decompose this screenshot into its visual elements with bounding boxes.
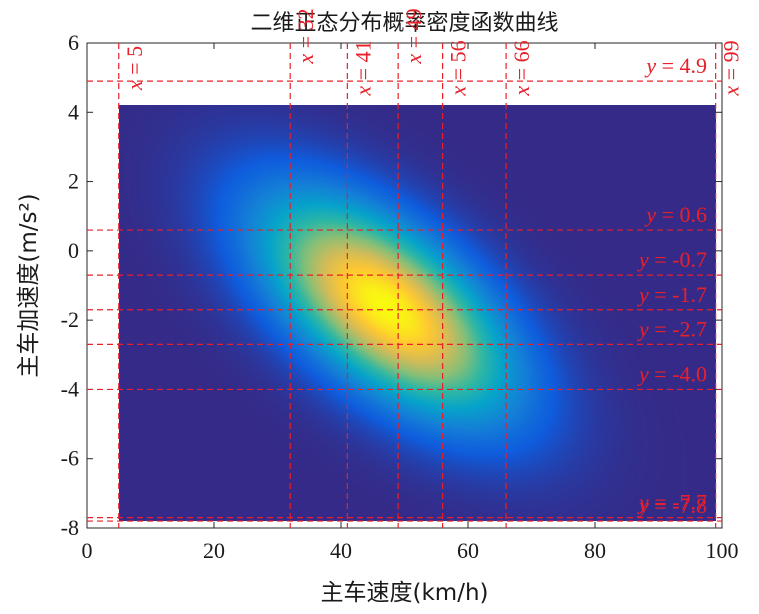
hline-label: y = -1.7 xyxy=(637,282,707,307)
density-heatmap xyxy=(119,105,716,521)
hline-label: y = 0.6 xyxy=(644,202,707,227)
vline-label: x = 5 xyxy=(122,46,147,91)
vline-label: x = 49 xyxy=(401,8,426,64)
hline-label: y = -0.7 xyxy=(637,247,707,272)
y-tick-label: 0 xyxy=(68,238,79,263)
y-tick-label: 4 xyxy=(68,99,79,124)
x-tick-label: 40 xyxy=(330,538,352,563)
hline-label: y = -7.8 xyxy=(637,493,707,518)
hline-label: y = 4.9 xyxy=(644,53,707,78)
x-tick-label: 80 xyxy=(584,538,606,563)
plot-frame xyxy=(86,42,723,529)
vline-label: x = 56 xyxy=(446,40,471,96)
x-axis-label: 主车速度(km/h) xyxy=(321,580,489,606)
vline-label: x = 99 xyxy=(719,40,744,96)
x-tick-label: 60 xyxy=(457,538,479,563)
vline-label: x = 66 xyxy=(509,40,534,96)
x-tick-label: 20 xyxy=(203,538,225,563)
y-tick-label: -4 xyxy=(61,376,79,401)
y-tick-label: 6 xyxy=(68,30,79,55)
hline-label: y = -7.7 xyxy=(637,490,707,515)
vline-label: x = 41 xyxy=(350,40,375,96)
chart-title: 二维正态分布概率密度函数曲线 xyxy=(250,11,558,36)
y-tick-label: -6 xyxy=(61,446,79,471)
y-axis-label: 主车加速度(m/s²) xyxy=(16,193,42,377)
y-tick-label: -8 xyxy=(61,515,79,540)
x-tick-label: 0 xyxy=(82,538,93,563)
density-surface xyxy=(119,105,716,521)
x-tick-label: 100 xyxy=(706,538,739,563)
hline-label: y = -4.0 xyxy=(637,361,707,386)
y-tick-label: -2 xyxy=(61,307,79,332)
hline-label: y = -2.7 xyxy=(637,316,707,341)
y-tick-label: 2 xyxy=(68,169,79,194)
vline-label: x = 32 xyxy=(293,8,318,64)
reference-lines: x = 5 x = 32 x = 41 x = 49 x = 56 x = 66 x = 9… xyxy=(87,8,744,528)
